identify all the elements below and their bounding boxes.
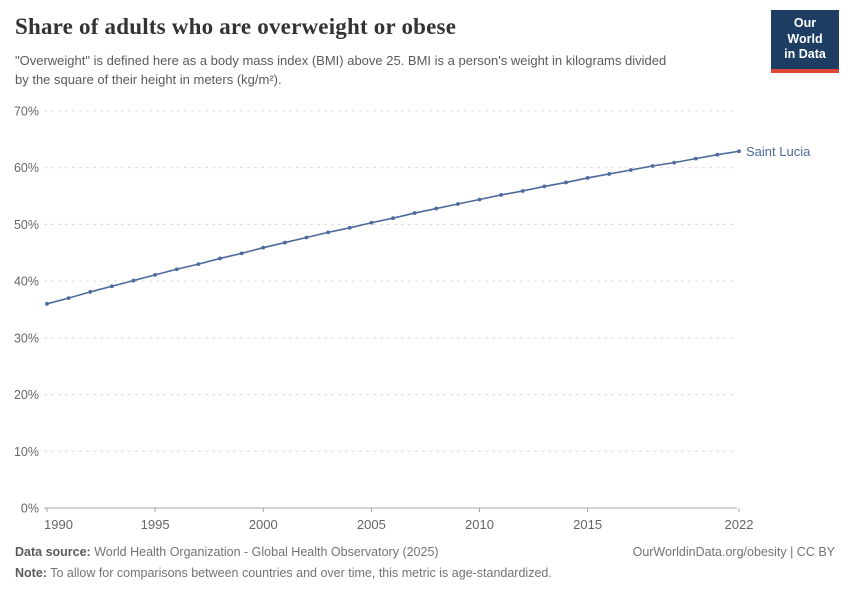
data-point[interactable]	[131, 278, 136, 283]
data-point[interactable]	[347, 225, 352, 230]
data-point[interactable]	[737, 149, 741, 154]
data-point[interactable]	[196, 262, 201, 267]
data-point[interactable]	[391, 216, 395, 221]
data-point[interactable]	[239, 251, 244, 256]
data-point[interactable]	[434, 206, 439, 211]
data-source-row: Data source: World Health Organization -…	[15, 545, 835, 559]
data-point[interactable]	[218, 256, 222, 261]
data-point[interactable]	[174, 267, 179, 272]
y-tick-label: 10%	[14, 445, 39, 459]
note-row: Note: To allow for comparisons between c…	[15, 566, 835, 580]
data-point[interactable]	[412, 211, 417, 215]
data-point[interactable]	[326, 230, 331, 235]
data-point[interactable]	[564, 180, 568, 185]
x-tick-label: 2010	[465, 517, 494, 532]
data-point[interactable]	[585, 176, 590, 180]
note-label: Note:	[15, 566, 47, 580]
owid-logo[interactable]: Our World in Data	[771, 10, 839, 73]
owid-license-link[interactable]: OurWorldinData.org/obesity | CC BY	[632, 545, 835, 559]
data-source-text: World Health Organization - Global Healt…	[90, 545, 439, 559]
y-tick-label: 60%	[14, 161, 39, 175]
data-point[interactable]	[715, 152, 720, 157]
data-point[interactable]	[88, 290, 93, 294]
data-point[interactable]	[650, 164, 655, 168]
owid-logo-line2: in Data	[784, 47, 826, 62]
data-point[interactable]	[607, 172, 612, 176]
data-point[interactable]	[304, 235, 309, 240]
data-point[interactable]	[45, 301, 49, 306]
data-point[interactable]	[693, 156, 698, 161]
data-source-label: Data source:	[15, 545, 91, 559]
data-point[interactable]	[282, 240, 287, 245]
data-point[interactable]	[66, 296, 71, 301]
x-tick-label: 2022	[725, 517, 754, 532]
x-tick-label: 1990	[44, 517, 73, 532]
data-point[interactable]	[109, 284, 114, 289]
y-tick-label: 70%	[14, 105, 39, 119]
y-tick-label: 30%	[14, 331, 39, 345]
y-tick-label: 40%	[14, 275, 39, 289]
data-point[interactable]	[499, 193, 504, 197]
data-point[interactable]	[369, 220, 374, 225]
data-point[interactable]	[153, 273, 158, 277]
data-point[interactable]	[672, 160, 677, 165]
page-title: Share of adults who are overweight or ob…	[15, 14, 457, 39]
chart-canvas: 0% 10% 20% 30% 40% 50% 60% 70% 1990 1995 2000 2005 2…	[14, 105, 811, 533]
data-point[interactable]	[520, 189, 525, 193]
x-tick-label: 1995	[141, 517, 170, 532]
entity-label[interactable]: Saint Lucia	[746, 144, 811, 159]
owid-logo-line1: Our World	[787, 16, 823, 46]
data-point[interactable]	[261, 245, 266, 250]
chart-subtitle: "Overweight" is defined here as a body m…	[15, 53, 667, 87]
y-tick-label: 20%	[14, 388, 39, 402]
x-tick-label: 2000	[249, 517, 278, 532]
y-tick-label: 0%	[21, 502, 39, 516]
x-tick-label: 2015	[573, 517, 602, 532]
data-point[interactable]	[477, 197, 482, 202]
note-text: To allow for comparisons between countri…	[46, 566, 552, 580]
data-point[interactable]	[628, 168, 633, 172]
data-point[interactable]	[455, 202, 460, 206]
data-point[interactable]	[542, 184, 547, 189]
y-tick-label: 50%	[14, 218, 39, 232]
x-tick-label: 2005	[357, 517, 386, 532]
